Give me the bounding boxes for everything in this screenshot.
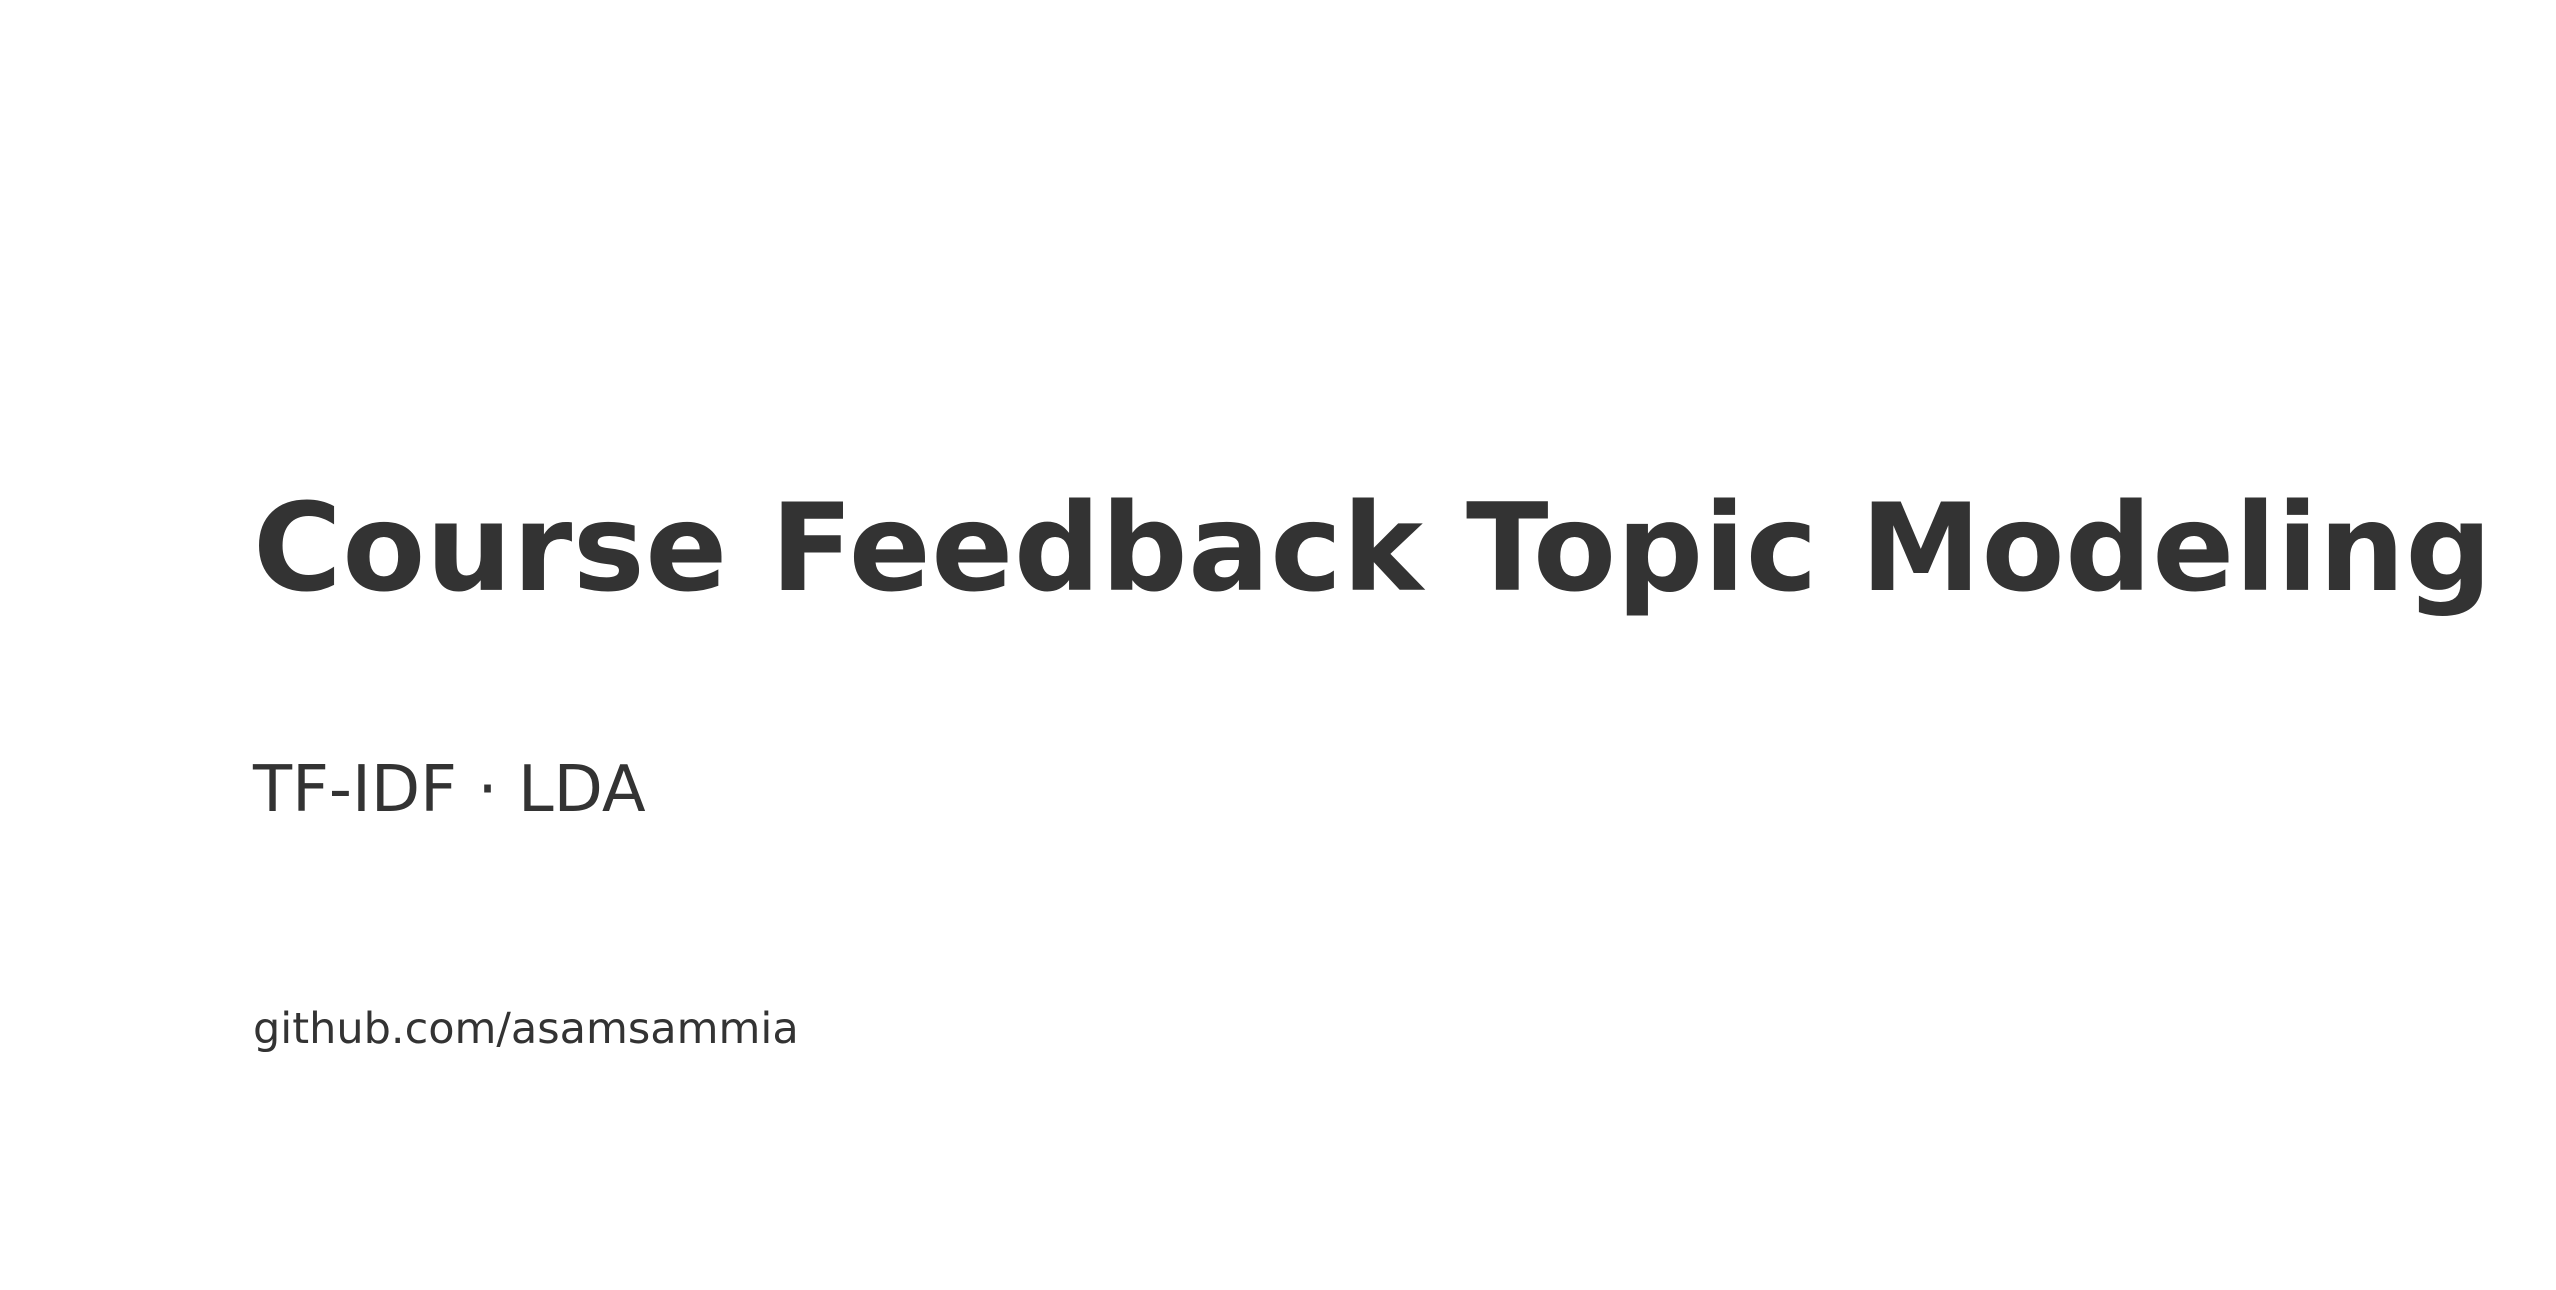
slide-title: Course Feedback Topic Modeling xyxy=(253,478,2493,619)
github-link-text: github.com/asamsammia xyxy=(253,1004,799,1054)
slide-subtitle: TF-IDF · LDA xyxy=(253,753,646,827)
